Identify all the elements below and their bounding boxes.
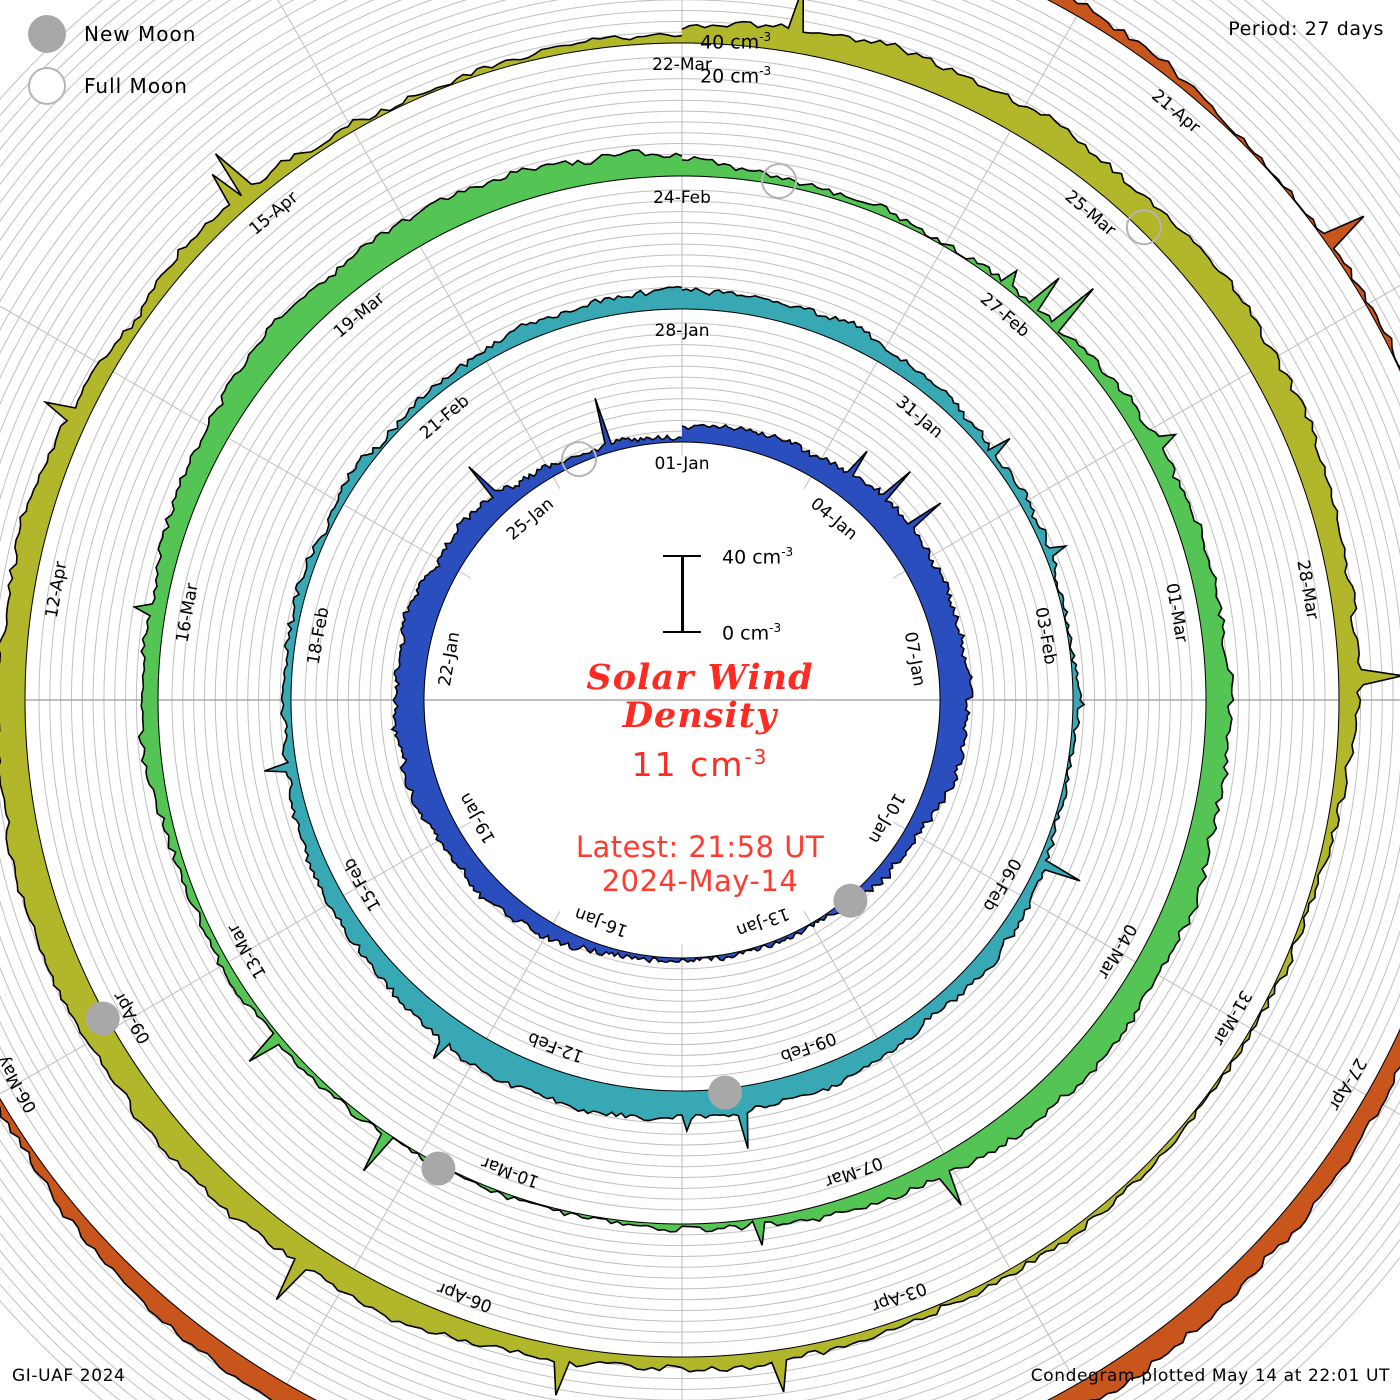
new-moon-icon [28,15,66,53]
credit-label: GI-UAF 2024 [12,1366,126,1386]
legend-item-new-moon: New Moon [18,8,318,60]
date-label-group: 13-Jan [733,903,791,941]
date-label-group: 09-Feb [778,1027,839,1066]
scale-bar-bottom-cap [663,631,701,633]
date-label-group: 16-Jan [572,903,630,941]
latest-date-line: 2024-May-14 [601,864,799,898]
scale-bar-bottom-label: 0 cm-3 [722,621,781,644]
scale-bar-top-label: 40 cm-3 [722,545,793,568]
legend-label-full-moon: Full Moon [84,74,188,98]
date-label-group: 03-Apr [869,1278,929,1316]
date-label-group: 24-Feb [653,188,711,208]
latest-time-line: Latest: 21:58 UT [575,830,825,864]
moon-legend: New Moon Full Moon [18,8,318,112]
top-scale-upper-value: 40 [700,31,725,54]
full-moon-marker [561,441,598,478]
date-label-group: 10-Mar [479,1152,542,1191]
date-label: 22-Mar [652,55,712,75]
top-scale-upper-unit: cm [730,31,760,54]
scale-bar-top-unit: cm [752,546,782,569]
date-label: 06-May [0,1052,41,1116]
full-moon-marker [1125,209,1162,246]
date-label: 16-Jan [572,903,630,941]
top-scale-lower-exp: -3 [759,64,772,78]
new-moon-marker [421,1151,456,1186]
date-label: 10-Mar [479,1152,542,1191]
date-label: 13-Jan [733,903,791,941]
legend-label-new-moon: New Moon [84,22,197,46]
scale-bar-bottom-unit: cm [740,622,770,645]
current-value-number: 11 [631,745,678,784]
current-value-readout: 11 cm-3 [430,745,970,784]
latest-timestamp: Latest: 21:58 UT 2024-May-14 [430,830,970,898]
scale-bar-bottom-value: 0 [722,622,735,645]
date-label: 12-Feb [525,1027,586,1066]
top-scale-lower-value: 20 [700,65,725,88]
date-label-group: 06-May [0,1052,41,1116]
date-label: 07-Mar [822,1152,885,1191]
full-moon-marker [761,163,798,200]
plot-title-line1: Solar Wind [586,657,814,698]
current-value-exp: -3 [744,745,769,769]
new-moon-marker [833,883,868,918]
scale-bar-bottom-exp: -3 [769,621,782,635]
scale-bar-group: 40 cm-3 0 cm-3 [430,545,970,655]
date-label-group: 22-Mar [652,55,712,75]
scale-bar-top-value: 40 [722,546,747,569]
date-label-group: 12-Feb [525,1027,586,1066]
date-label: 09-Feb [778,1027,839,1066]
plotted-timestamp-label: Condegram plotted May 14 at 22:01 UT [1030,1366,1390,1386]
period-label: Period: 27 days [1228,18,1384,40]
new-moon-marker [85,1001,120,1036]
current-value-unit: cm [690,745,745,784]
top-scale-lower-unit: cm [730,65,760,88]
top-scale-upper-exp: -3 [759,30,772,44]
date-label-group: 28-Jan [655,321,710,341]
plot-title-line2: Density [622,695,778,736]
date-label: 28-Jan [655,321,710,341]
scale-bar-top-exp: -3 [781,545,794,559]
scale-bar [663,555,701,633]
date-label: 24-Feb [653,188,711,208]
date-label: 01-Jan [655,454,710,474]
full-moon-icon [28,67,66,105]
legend-item-full-moon: Full Moon [18,60,318,112]
scale-bar-line [681,555,684,633]
new-moon-marker [708,1075,743,1110]
date-label-group: 06-Apr [435,1278,495,1316]
date-label: 06-Apr [435,1278,495,1316]
plot-title: Solar Wind Density [430,659,970,735]
top-scale-lower-label: 20 cm-3 [700,64,771,87]
date-label: 03-Apr [869,1278,929,1316]
date-label-group: 01-Jan [655,454,710,474]
date-label-group: 07-Mar [822,1152,885,1191]
center-info-block: 40 cm-3 0 cm-3 Solar Wind Density 11 cm-… [430,545,970,898]
top-scale-upper-label: 40 cm-3 [700,30,771,53]
